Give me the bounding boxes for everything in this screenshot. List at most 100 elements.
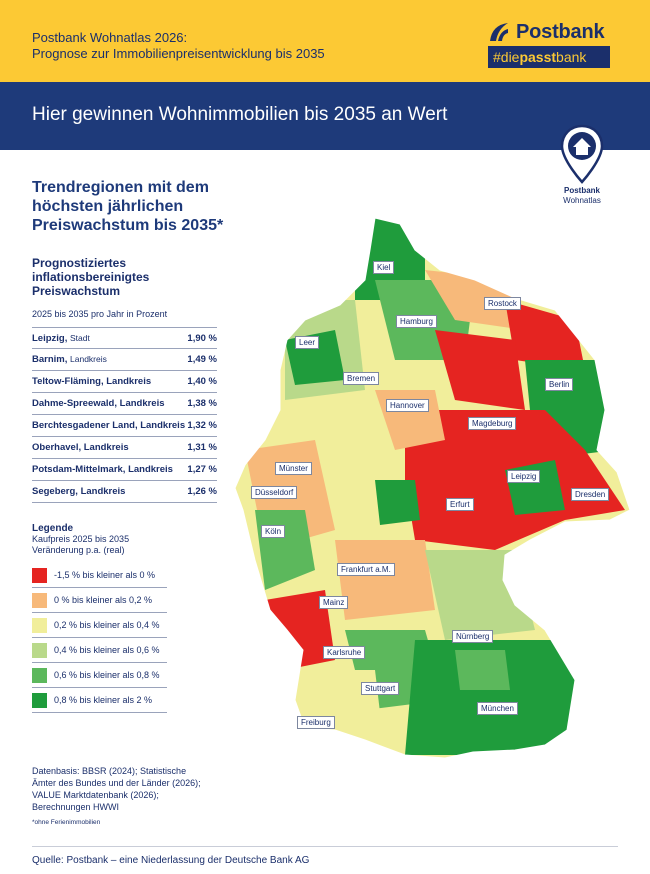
city-label-muenster: Münster bbox=[275, 462, 312, 475]
city-label-erfurt: Erfurt bbox=[446, 498, 474, 511]
headline: Hier gewinnen Wohnimmobilien bis 2035 an… bbox=[32, 104, 448, 125]
legend-label: 0,4 % bis kleiner als 0,6 % bbox=[54, 645, 160, 655]
city-label-berlin: Berlin bbox=[545, 378, 574, 391]
footnote: *ohne Ferienimmobilien bbox=[32, 819, 101, 826]
table-row: Leipzig, Stadt 1,90 % bbox=[32, 327, 217, 349]
legend-label: 0,8 % bis kleiner als 2 % bbox=[54, 695, 153, 705]
basis-line: Datenbasis: BBSR (2024); Statistische bbox=[32, 766, 187, 776]
header-line-2: Prognose zur Immobilienpreisentwicklung … bbox=[32, 46, 325, 61]
headline-banner: Hier gewinnen Wohnimmobilien bis 2035 an… bbox=[0, 82, 650, 150]
location-house-icon bbox=[560, 124, 604, 184]
basis-line: Berechnungen HWWI bbox=[32, 802, 120, 812]
city-label-karlsruhe: Karlsruhe bbox=[323, 646, 366, 659]
badge-product: Wohnatlas bbox=[563, 196, 601, 205]
city-label-hannover: Hannover bbox=[386, 399, 429, 412]
city-label-nuernberg: Nürnberg bbox=[452, 630, 494, 643]
city-label-koeln: Köln bbox=[261, 525, 286, 538]
city-label-stuttgart: Stuttgart bbox=[361, 682, 400, 695]
row-name: Barnim, bbox=[32, 354, 68, 365]
table-row: Potsdam-Mittelmark, Landkreis 1,27 % bbox=[32, 459, 217, 481]
row-value: 1,26 % bbox=[187, 486, 217, 497]
row-name: Segeberg, Landkreis bbox=[32, 486, 126, 497]
legend-swatch bbox=[32, 617, 47, 633]
source-line: Quelle: Postbank – eine Niederlassung de… bbox=[32, 855, 310, 866]
table-row: Oberhavel, Landkreis 1,31 % bbox=[32, 437, 217, 459]
city-label-kiel: Kiel bbox=[373, 261, 395, 274]
map-shape bbox=[234, 217, 631, 759]
legend-sub-2: Veränderung p.a. (real) bbox=[32, 545, 125, 555]
city-label-dresden: Dresden bbox=[571, 488, 610, 501]
row-value: 1,90 % bbox=[187, 332, 217, 344]
row-value: 1,49 % bbox=[187, 354, 217, 365]
city-label-frankfurt: Frankfurt a.M. bbox=[337, 563, 395, 576]
hashtag-pre: #die bbox=[493, 49, 520, 65]
legend-item: 0 % bis kleiner als 0,2 % bbox=[32, 588, 167, 613]
city-label-rostock: Rostock bbox=[484, 297, 521, 310]
city-label-mainz: Mainz bbox=[319, 596, 349, 609]
city-label-hamburg: Hamburg bbox=[396, 315, 437, 328]
legend-swatch bbox=[32, 642, 47, 658]
hashtag-bold: passt bbox=[519, 49, 557, 65]
row-value: 1,27 % bbox=[187, 464, 217, 475]
hashtag-box: #diepasstbank bbox=[488, 46, 610, 68]
table-row: Teltow-Fläming, Landkreis 1,40 % bbox=[32, 371, 217, 393]
row-name: Berchtesgadener Land, Landkreis bbox=[32, 420, 186, 431]
row-value: 1,38 % bbox=[187, 398, 217, 409]
legend-item: 0,2 % bis kleiner als 0,4 % bbox=[32, 613, 167, 638]
row-name: Oberhavel, Landkreis bbox=[32, 442, 129, 453]
basis-line: Ämter des Bundes und der Länder (2026); bbox=[32, 778, 201, 788]
brand-name: Postbank bbox=[516, 20, 605, 43]
row-name: Potsdam-Mittelmark, Landkreis bbox=[32, 464, 173, 475]
row-value: 1,40 % bbox=[187, 376, 217, 387]
legend-label: 0,6 % bis kleiner als 0,8 % bbox=[54, 670, 160, 680]
table-row: Barnim, Landkreis 1,49 % bbox=[32, 349, 217, 371]
table-row: Segeberg, Landkreis 1,26 % bbox=[32, 481, 217, 503]
legend-label: -1,5 % bis kleiner als 0 % bbox=[54, 570, 156, 580]
row-value: 1,32 % bbox=[187, 420, 217, 431]
city-label-bremen: Bremen bbox=[343, 372, 380, 385]
legend-sub-1: Kaufpreis 2025 bis 2035 bbox=[32, 534, 130, 544]
legend-swatch bbox=[32, 667, 47, 683]
row-name: Leipzig, bbox=[32, 332, 68, 344]
legend-label: 0 % bis kleiner als 0,2 % bbox=[54, 595, 153, 605]
legend-item: -1,5 % bis kleiner als 0 % bbox=[32, 563, 167, 588]
prognose-title: Prognostiziertes inflationsbereinigtes P… bbox=[32, 256, 150, 298]
legend-swatch bbox=[32, 592, 47, 608]
legend-swatch bbox=[32, 567, 47, 583]
table-subtitle: 2025 bis 2035 pro Jahr in Prozent bbox=[32, 309, 168, 319]
postbank-logo: Postbank #diepasstbank bbox=[488, 20, 612, 72]
row-value: 1,31 % bbox=[187, 442, 217, 453]
legend-list: -1,5 % bis kleiner als 0 % 0 % bis klein… bbox=[32, 563, 167, 713]
wohnatlas-badge: Postbank Wohnatlas bbox=[560, 124, 604, 205]
header-line-1: Postbank Wohnatlas 2026: bbox=[32, 30, 188, 45]
trend-title: Trendregionen mit dem höchsten jährliche… bbox=[32, 179, 224, 234]
postbank-mark-icon bbox=[490, 23, 508, 41]
data-basis: Datenbasis: BBSR (2024); Statistische Äm… bbox=[32, 765, 232, 813]
table-row: Berchtesgadener Land, Landkreis 1,32 % bbox=[32, 415, 217, 437]
germany-map: Kiel Rostock Hamburg Leer Bremen Hannove… bbox=[225, 210, 645, 810]
row-kind: Landkreis bbox=[70, 354, 107, 364]
badge-brand: Postbank bbox=[563, 186, 600, 195]
legend-header: Legende Kaufpreis 2025 bis 2035 Veränder… bbox=[32, 523, 172, 556]
divider bbox=[32, 846, 618, 847]
city-label-freiburg: Freiburg bbox=[297, 716, 335, 729]
row-name: Teltow-Fläming, Landkreis bbox=[32, 376, 152, 387]
city-label-leipzig: Leipzig bbox=[507, 470, 541, 483]
legend-item: 0,6 % bis kleiner als 0,8 % bbox=[32, 663, 167, 688]
ranking-table: Leipzig, Stadt 1,90 % Barnim, Landkreis 1,… bbox=[32, 327, 217, 503]
table-row: Dahme-Spreewald, Landkreis 1,38 % bbox=[32, 393, 217, 415]
legend-swatch bbox=[32, 692, 47, 708]
row-kind: Stadt bbox=[70, 332, 90, 343]
city-label-leer: Leer bbox=[295, 336, 320, 349]
basis-line: VALUE Marktdatenbank (2026); bbox=[32, 790, 159, 800]
city-label-magdeburg: Magdeburg bbox=[468, 417, 517, 430]
legend-item: 0,8 % bis kleiner als 2 % bbox=[32, 688, 167, 713]
legend-title: Legende bbox=[32, 523, 74, 534]
city-label-duesseldorf: Düsseldorf bbox=[251, 486, 298, 499]
legend-item: 0,4 % bis kleiner als 0,6 % bbox=[32, 638, 167, 663]
hashtag-post: bank bbox=[556, 49, 587, 65]
row-name: Dahme-Spreewald, Landkreis bbox=[32, 398, 165, 409]
legend-label: 0,2 % bis kleiner als 0,4 % bbox=[54, 620, 160, 630]
city-label-muenchen: München bbox=[477, 702, 518, 715]
top-header-bar: Postbank Wohnatlas 2026: Prognose zur Im… bbox=[0, 0, 650, 82]
